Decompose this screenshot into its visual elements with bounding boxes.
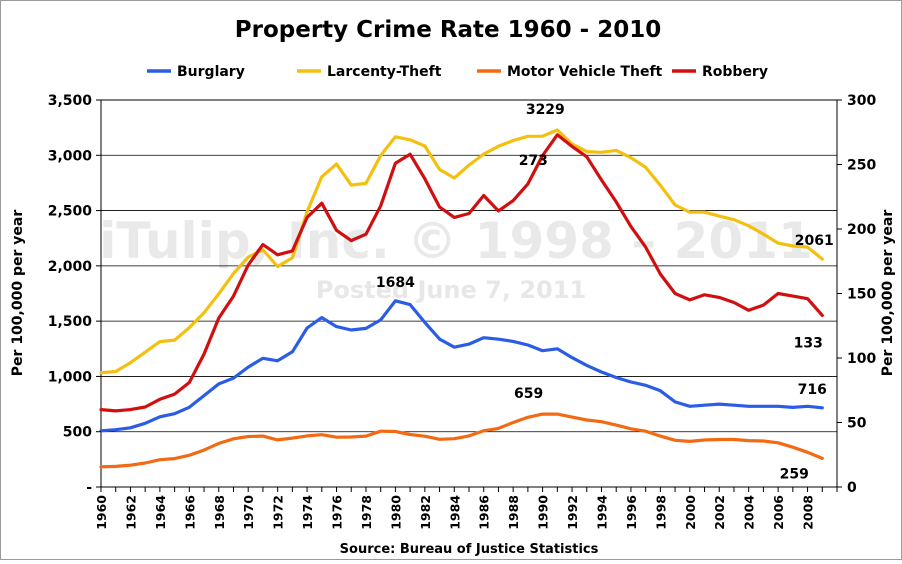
y-right-tick-label: 250 xyxy=(847,158,876,174)
x-tick-label: 2006 xyxy=(771,495,786,530)
y-left-tick-label: 2,000 xyxy=(48,259,93,275)
x-tick-label: 1978 xyxy=(359,495,374,530)
x-tick-label: 1966 xyxy=(182,495,197,530)
y-axis-right-label: Per 100,000 per year xyxy=(880,210,896,377)
x-tick-label: 1972 xyxy=(271,495,286,530)
x-tick-label: 1988 xyxy=(506,495,521,530)
chart-title: Property Crime Rate 1960 - 2010 xyxy=(235,17,662,43)
y-left-tick-label: 1,500 xyxy=(48,314,93,330)
x-tick-label: 1982 xyxy=(418,495,433,530)
y-axis-left-label: Per 100,000 per year xyxy=(10,210,26,377)
x-axis: 1960 1962 1964 1966 1968 1970 1972 1974 1976 1978… xyxy=(94,487,838,530)
x-tick-label: 2004 xyxy=(742,495,757,530)
data-label: 1684 xyxy=(376,275,415,291)
x-tick-label: 1964 xyxy=(153,495,168,530)
data-label: 133 xyxy=(794,335,823,351)
series-larcenty-theft-line xyxy=(99,128,824,375)
source-note: Source: Bureau of Justice Statistics xyxy=(340,542,599,557)
x-tick-label: 2002 xyxy=(712,495,727,530)
watermark-posted: Posted June 7, 2011 xyxy=(316,276,586,304)
x-tick-label: 1976 xyxy=(330,495,345,530)
x-tick-label: 2000 xyxy=(683,495,698,530)
legend-label: Motor Vehicle Theft xyxy=(507,64,663,80)
legend-label: Larcenty-Theft xyxy=(327,64,442,80)
data-label: 716 xyxy=(798,382,827,398)
legend-label: Robbery xyxy=(702,64,768,80)
y-left-tick-label: 3,500 xyxy=(48,93,93,109)
y-left-tick-label: 3,000 xyxy=(48,148,93,164)
x-tick-label: 1968 xyxy=(212,495,227,530)
y-left-tick-label: 2,500 xyxy=(48,204,93,220)
x-tick-label: 1960 xyxy=(94,495,109,530)
y-right-tick-label: 50 xyxy=(847,416,867,432)
x-tick-label: 1992 xyxy=(565,495,580,530)
y-right-tick-label: 300 xyxy=(847,93,876,109)
x-tick-label: 1974 xyxy=(300,495,315,530)
series-motor-vehicle-theft-line xyxy=(99,412,824,469)
y-right-tick-label: 200 xyxy=(847,222,876,238)
y-right-tick-label: 150 xyxy=(847,287,876,303)
gridlines xyxy=(101,154,837,433)
data-label: 3229 xyxy=(526,102,565,118)
series-lines xyxy=(99,128,824,469)
legend-label: Burglary xyxy=(177,64,245,80)
x-tick-label: 1998 xyxy=(653,495,668,530)
y-left-tick-label: 1,000 xyxy=(48,369,93,385)
watermark: iTulip, Inc. © 1998 – 2011 xyxy=(99,212,813,270)
data-label: 659 xyxy=(514,386,543,402)
x-tick-label: 1984 xyxy=(447,495,462,530)
y-right-tick-label: 0 xyxy=(847,480,857,496)
x-tick-label: 1994 xyxy=(594,495,609,530)
x-tick-label: 1986 xyxy=(477,495,492,530)
series-robbery-line xyxy=(99,133,824,413)
x-tick-label: 1990 xyxy=(536,495,551,530)
data-label: 259 xyxy=(780,466,809,482)
series-burglary-line xyxy=(99,299,824,433)
x-tick-label: 1980 xyxy=(388,495,403,530)
y-axis-left: - 500 1,000 1,500 2,000 2,500 3,000 3,500 xyxy=(48,93,101,496)
y-left-tick-label: - xyxy=(86,480,92,496)
y-axis-right: 0 50 100 150 200 250 300 xyxy=(837,93,876,496)
data-labels: 3229 2061 273 133 1684 716 659 259 xyxy=(376,102,834,482)
x-tick-label: 1962 xyxy=(123,495,138,530)
data-label: 273 xyxy=(519,153,548,169)
x-tick-label: 1996 xyxy=(624,495,639,530)
data-label: 2061 xyxy=(795,233,834,249)
y-left-tick-label: 500 xyxy=(63,425,92,441)
legend: Burglary Larcenty-Theft Motor Vehicle Thef… xyxy=(147,64,768,80)
x-tick-label: 1970 xyxy=(241,495,256,530)
x-tick-label: 2008 xyxy=(801,495,816,530)
y-right-tick-label: 100 xyxy=(847,351,876,367)
